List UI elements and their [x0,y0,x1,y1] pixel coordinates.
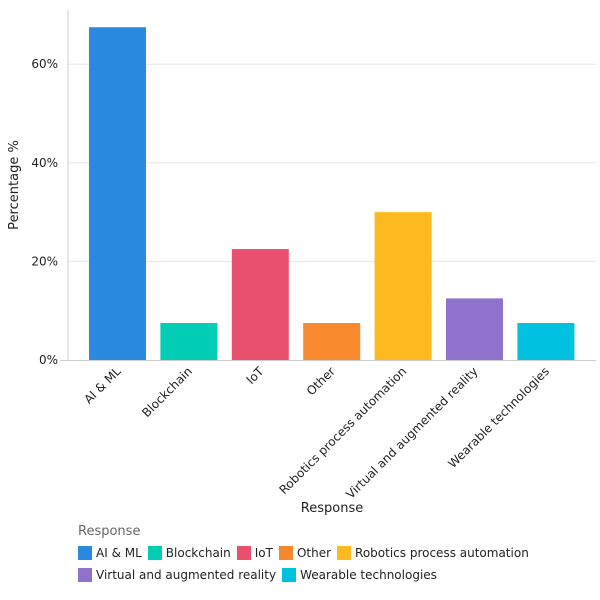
bar-blockchain[interactable] [160,323,218,360]
y-tick-label: 0% [39,353,58,367]
x-tick-label: Virtual and augmented reality [343,364,480,501]
legend-item[interactable]: Blockchain [147,544,231,562]
x-tick-label: Blockchain [139,364,195,420]
y-axis-label: Percentage % [7,140,22,230]
legend-item[interactable]: AI & ML [78,544,142,562]
legend-label: Blockchain [165,546,231,560]
y-tick-label: 40% [31,156,58,170]
legend-item[interactable]: Virtual and augmented reality [78,566,276,584]
legend-label: Other [296,546,332,560]
legend-item[interactable]: Wearable technologies [282,566,437,584]
legend-label: Wearable technologies [300,568,437,582]
legend-item[interactable]: Robotics process automation [337,544,529,562]
legend-item[interactable]: Other [278,544,332,562]
bar-other[interactable] [303,323,361,360]
x-tick-label: AI & ML [81,364,123,406]
bar-wearable-technologies[interactable] [517,323,575,360]
x-tick-label: IoT [244,364,267,387]
legend-label: Virtual and augmented reality [96,568,277,582]
legend-label: Robotics process automation [355,546,529,560]
x-tick-label: Robotics process automation [276,364,409,497]
y-tick-label: 20% [31,254,58,268]
bar-chart: 0% 20% 40% 60% AI & ML Blockchain IoT OtherRob… [7,10,596,516]
legend-item[interactable]: IoT [236,544,273,562]
bar-ai-ml[interactable] [89,27,146,360]
legend-swatch [78,568,92,582]
bar-virtual-and-augmented-reality[interactable] [446,298,503,360]
x-axis-label: Response [301,501,363,516]
legend-swatch [278,546,293,560]
legend-swatch [282,568,297,582]
legend-swatch [147,546,162,560]
legend-swatch [78,546,92,560]
legend-title: Response [78,524,141,539]
legend-label: IoT [254,546,273,560]
legend: Response AI & ML Blockchain IoT Other Roboti… [78,524,578,584]
legend-swatch [337,546,352,560]
bar-robotics-process-automation[interactable] [374,212,432,360]
legend-label: AI & ML [96,546,142,560]
legend-swatch [236,546,251,560]
x-tick-label: Other [304,364,338,398]
bar-iot[interactable] [231,249,289,360]
y-tick-label: 60% [31,57,58,71]
